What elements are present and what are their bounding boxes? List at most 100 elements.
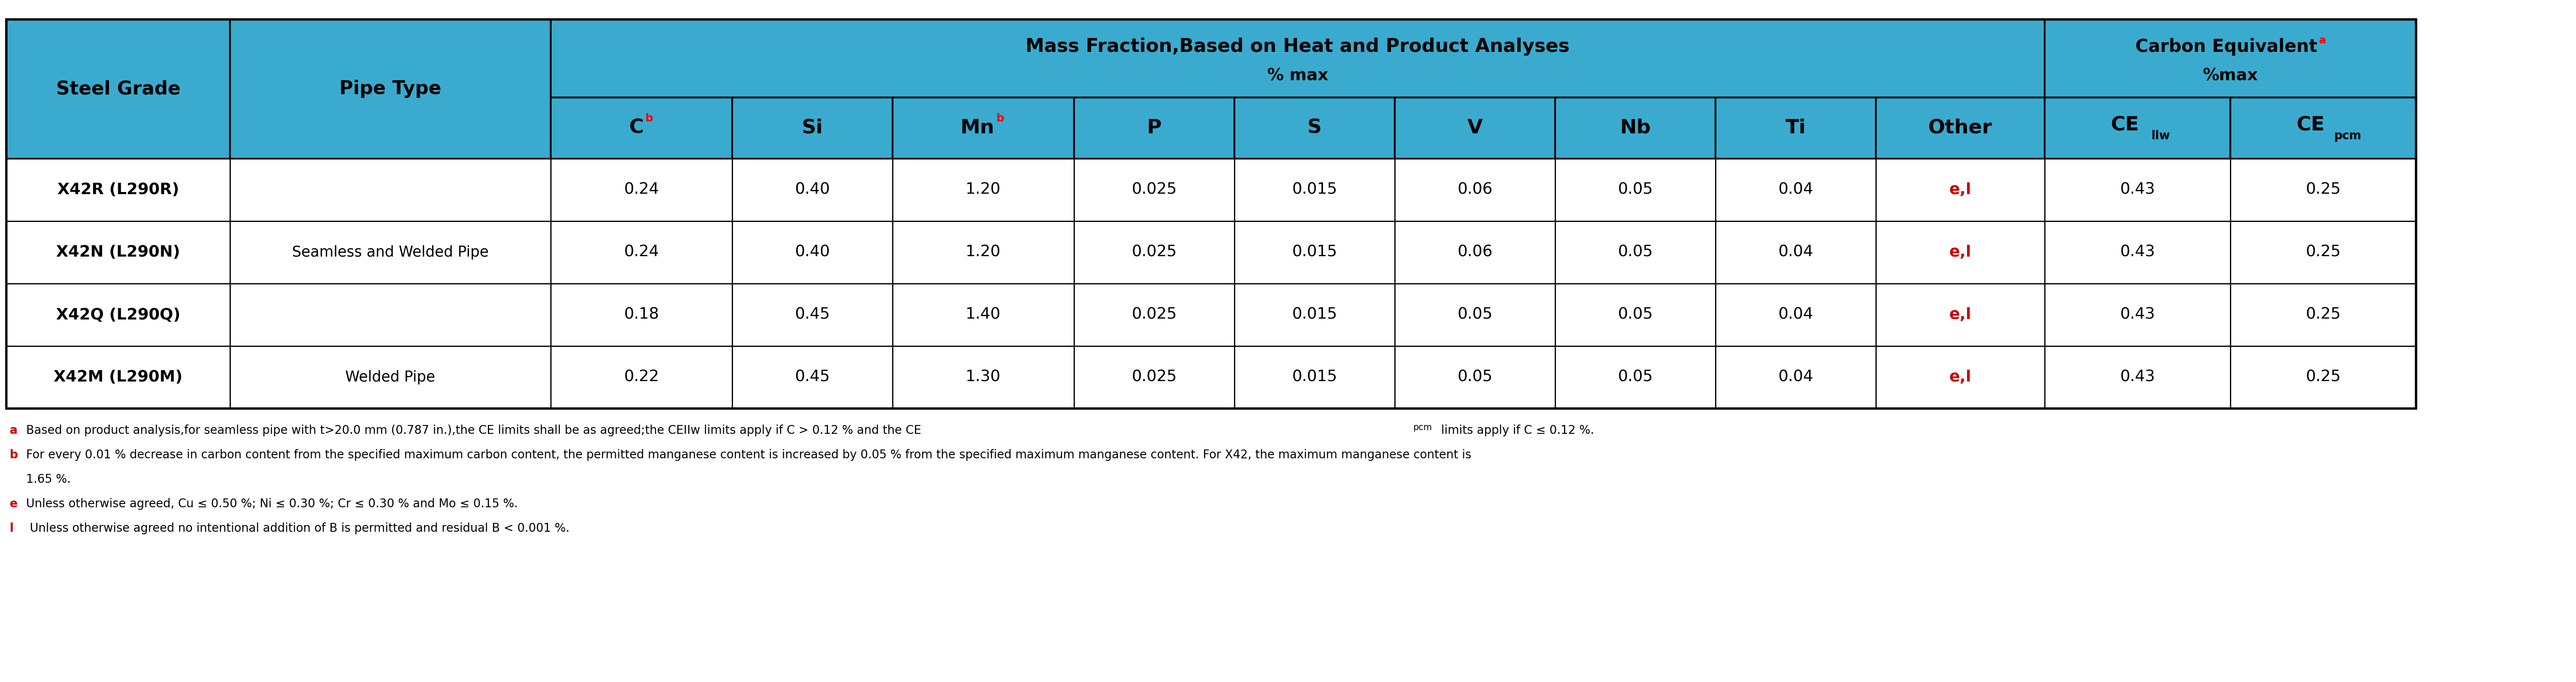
Text: 0.25: 0.25 <box>2306 182 2342 198</box>
Bar <box>1875 221 2045 284</box>
Bar <box>1716 221 1875 284</box>
Bar <box>1394 284 1556 346</box>
Text: %max: %max <box>2202 68 2259 84</box>
Bar <box>1234 346 1394 409</box>
Bar <box>551 98 732 159</box>
Bar <box>732 221 891 284</box>
Bar <box>1074 221 1234 284</box>
Bar <box>551 159 732 221</box>
Text: 1.40: 1.40 <box>966 307 1002 323</box>
Bar <box>1556 284 1716 346</box>
Text: l: l <box>10 522 13 534</box>
Text: 0.05: 0.05 <box>1618 370 1654 385</box>
Text: 0.43: 0.43 <box>2120 307 2156 323</box>
Bar <box>1074 159 1234 221</box>
Text: e,l: e,l <box>1950 245 1971 260</box>
Bar <box>5 221 229 284</box>
Text: 0.05: 0.05 <box>1458 307 1492 323</box>
Text: b: b <box>997 113 1005 124</box>
Text: Carbon Equivalent: Carbon Equivalent <box>2136 38 2316 56</box>
Bar <box>2045 98 2231 159</box>
Bar <box>2045 221 2231 284</box>
Text: 0.025: 0.025 <box>1131 182 1177 198</box>
Bar <box>2231 221 2416 284</box>
Text: 0.05: 0.05 <box>1458 370 1492 385</box>
Text: Ti: Ti <box>1785 119 1806 138</box>
Bar <box>229 284 551 346</box>
Text: Seamless and Welded Pipe: Seamless and Welded Pipe <box>291 246 489 260</box>
Bar <box>1716 346 1875 409</box>
Bar <box>2045 159 2231 221</box>
Text: 1.20: 1.20 <box>966 182 1002 198</box>
Text: a: a <box>10 425 18 436</box>
Bar <box>229 19 551 159</box>
Bar <box>1875 346 2045 409</box>
Bar <box>732 159 891 221</box>
Text: Mn: Mn <box>961 119 994 138</box>
Text: e,l: e,l <box>1950 370 1971 385</box>
Bar <box>1716 159 1875 221</box>
Text: pcm: pcm <box>1412 424 1432 432</box>
Bar <box>551 221 732 284</box>
Bar <box>1074 346 1234 409</box>
Bar <box>551 346 732 409</box>
Text: a: a <box>2318 35 2326 46</box>
Text: 0.24: 0.24 <box>623 182 659 198</box>
Bar <box>1875 159 2045 221</box>
Text: % max: % max <box>1267 68 1329 84</box>
Bar <box>5 284 229 346</box>
Text: limits apply if C ≤ 0.12 %.: limits apply if C ≤ 0.12 %. <box>1437 425 1595 436</box>
Text: 0.025: 0.025 <box>1131 307 1177 323</box>
Bar <box>1556 159 1716 221</box>
Text: 0.015: 0.015 <box>1293 182 1337 198</box>
Text: e: e <box>10 498 18 510</box>
Text: X42R (L290R): X42R (L290R) <box>57 182 180 198</box>
Bar <box>1234 221 1394 284</box>
Bar <box>1716 98 1875 159</box>
Text: 0.025: 0.025 <box>1131 245 1177 260</box>
Text: Unless otherwise agreed, Cu ≤ 0.50 %; Ni ≤ 0.30 %; Cr ≤ 0.30 % and Mo ≤ 0.15 %.: Unless otherwise agreed, Cu ≤ 0.50 %; Ni… <box>23 498 518 510</box>
Bar <box>1074 98 1234 159</box>
Text: 0.24: 0.24 <box>623 245 659 260</box>
Bar <box>732 284 891 346</box>
Text: 0.43: 0.43 <box>2120 182 2156 198</box>
Text: 0.05: 0.05 <box>1618 307 1654 323</box>
Text: S: S <box>1309 119 1321 138</box>
Bar <box>1556 98 1716 159</box>
Bar <box>229 346 551 409</box>
Text: 0.04: 0.04 <box>1777 307 1814 323</box>
Text: Pipe Type: Pipe Type <box>340 80 440 98</box>
Text: Welded Pipe: Welded Pipe <box>345 370 435 385</box>
Text: CE: CE <box>2295 116 2324 135</box>
Text: Other: Other <box>1929 119 1991 138</box>
Bar <box>1394 159 1556 221</box>
Text: 0.43: 0.43 <box>2120 245 2156 260</box>
Text: 0.015: 0.015 <box>1293 245 1337 260</box>
Bar <box>732 346 891 409</box>
Text: 0.05: 0.05 <box>1618 182 1654 198</box>
Text: Based on product analysis,for seamless pipe with t>20.0 mm (0.787 in.),the CE li: Based on product analysis,for seamless p… <box>23 425 922 436</box>
Text: 0.45: 0.45 <box>796 370 829 385</box>
Text: 0.43: 0.43 <box>2120 370 2156 385</box>
Text: pcm: pcm <box>2334 130 2362 142</box>
Text: 0.025: 0.025 <box>1131 370 1177 385</box>
Text: Unless otherwise agreed no intentional addition of B is permitted and residual B: Unless otherwise agreed no intentional a… <box>23 522 569 534</box>
Bar <box>1394 98 1556 159</box>
Text: CE: CE <box>2110 116 2138 135</box>
Text: 0.015: 0.015 <box>1293 307 1337 323</box>
Bar <box>5 346 229 409</box>
Text: e,l: e,l <box>1950 307 1971 323</box>
Bar <box>551 19 2045 98</box>
Text: X42M (L290M): X42M (L290M) <box>54 370 183 385</box>
Bar <box>891 346 1074 409</box>
Bar <box>891 221 1074 284</box>
Text: 0.45: 0.45 <box>796 307 829 323</box>
Text: b: b <box>644 113 654 124</box>
Text: 0.25: 0.25 <box>2306 370 2342 385</box>
Bar <box>1875 284 2045 346</box>
Text: e,l: e,l <box>1950 182 1971 198</box>
Bar <box>5 19 229 159</box>
Text: Mass Fraction,Based on Heat and Product Analyses: Mass Fraction,Based on Heat and Product … <box>1025 38 1569 56</box>
Text: 0.25: 0.25 <box>2306 307 2342 323</box>
Bar <box>229 159 551 221</box>
